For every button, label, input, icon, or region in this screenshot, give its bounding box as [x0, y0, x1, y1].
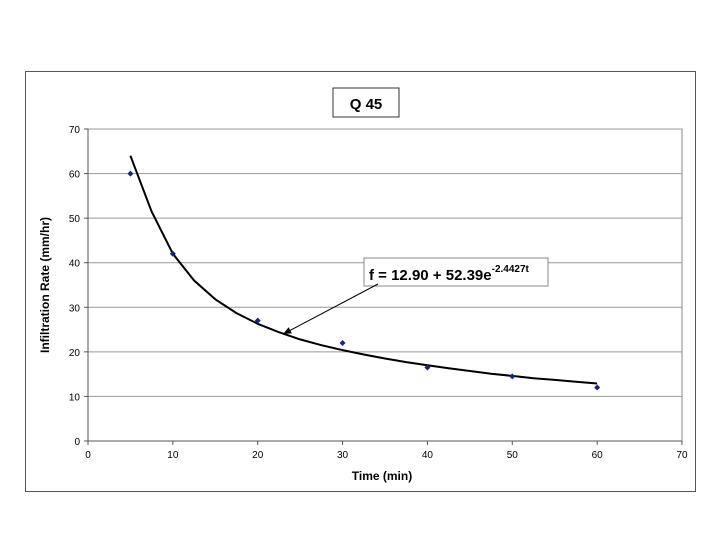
axes: [84, 128, 683, 445]
x-tick-label: 60: [592, 450, 604, 461]
x-tick-label: 40: [422, 450, 434, 461]
data-point: [339, 339, 346, 346]
x-tick-label: 30: [337, 450, 349, 461]
equation-exponent: -2.4427t: [492, 264, 530, 275]
x-axis-label: Time (min): [352, 469, 412, 483]
y-tick-label: 50: [69, 214, 81, 225]
y-tick-label: 30: [69, 303, 81, 314]
y-tick-label: 40: [69, 259, 81, 270]
annotation-arrow: [282, 283, 379, 335]
x-tick-label: 70: [676, 450, 688, 461]
chart-title-box: Q 45: [332, 87, 400, 118]
annotation-arrowhead: [283, 327, 292, 335]
x-tick-label: 0: [85, 450, 91, 461]
y-axis-label: Infiltration Rate (mm/hr): [38, 217, 52, 353]
equation-prefix: f = 12.90 + 52.39e: [369, 267, 492, 284]
data-point: [127, 170, 134, 177]
trend-curve-group: [129, 155, 598, 385]
data-point: [169, 250, 176, 257]
y-tick-label: 70: [69, 125, 81, 136]
equation-text: f = 12.90 + 52.39e-2.4427t: [369, 264, 530, 284]
data-point: [254, 317, 261, 324]
x-tick-label: 50: [507, 450, 519, 461]
data-point: [424, 364, 431, 371]
x-tick-label: 20: [252, 450, 264, 461]
y-tick-label: 60: [69, 170, 81, 181]
trend-curve: [129, 155, 598, 385]
data-points: [127, 170, 601, 391]
y-tick-label: 0: [74, 437, 80, 448]
data-point: [509, 373, 516, 380]
chart-title-frame: [332, 87, 400, 118]
tick-labels: 0 10 20 30 40 50 60 70 0 10 20 30 40 50 60 70: [69, 125, 688, 461]
y-tick-label: 10: [69, 392, 81, 403]
chart-svg: Q 45 0 10 20 30 40 50 60 70 0 10 20 30 40 50 60 70 Time…: [38, 87, 688, 483]
gridlines: [88, 128, 682, 397]
chart-title: Q 45: [350, 96, 383, 113]
y-tick-label: 20: [69, 348, 81, 359]
equation-box: [363, 257, 549, 287]
data-point: [594, 384, 601, 391]
chart-area: Q 45 0 10 20 30 40 50 60 70 0 10 20 30 40 50 60 70 Time…: [25, 71, 696, 492]
x-tick-label: 10: [167, 450, 179, 461]
equation-annotation: f = 12.90 + 52.39e-2.4427t: [282, 257, 549, 335]
